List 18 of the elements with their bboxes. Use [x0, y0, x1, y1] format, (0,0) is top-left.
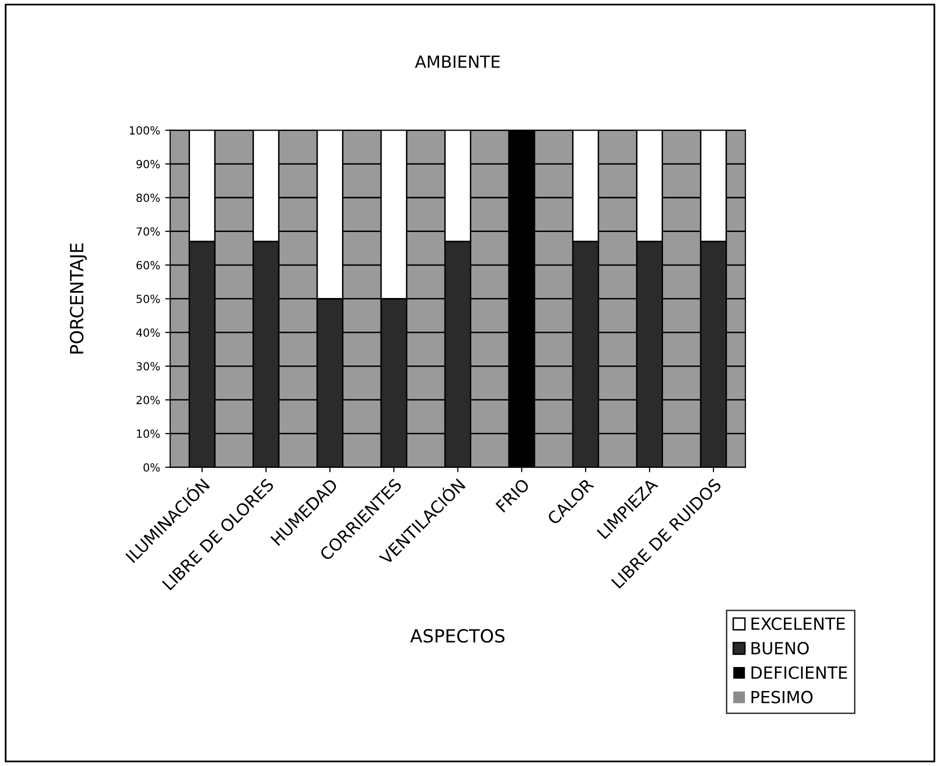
y-tick-label: 20%	[136, 396, 160, 404]
y-tick-label: 60%	[136, 261, 160, 270]
y-tick-label: 0%	[144, 463, 160, 472]
legend-label: EXCELENTE	[752, 617, 845, 630]
legend-label: PESIMO	[752, 690, 813, 704]
y-tick-label: 100%	[130, 126, 160, 135]
y-tick-label: 40%	[136, 328, 160, 337]
y-tick-label: 30%	[136, 362, 160, 371]
y-tick-label: 10%	[136, 430, 160, 438]
legend-label: BUENO	[752, 642, 809, 654]
y-tick-label: 70%	[136, 227, 160, 236]
x-axis-title: ASPECTOS	[410, 629, 504, 643]
legend-label: DEFICIENTE	[752, 666, 847, 679]
chart-title: AMBIENTE	[414, 56, 500, 68]
y-axis-title: PORCENTAJE	[70, 243, 87, 354]
y-tick-label: 90%	[136, 160, 160, 168]
y-tick-label: 50%	[136, 294, 160, 304]
y-tick-label: 80%	[136, 194, 160, 202]
